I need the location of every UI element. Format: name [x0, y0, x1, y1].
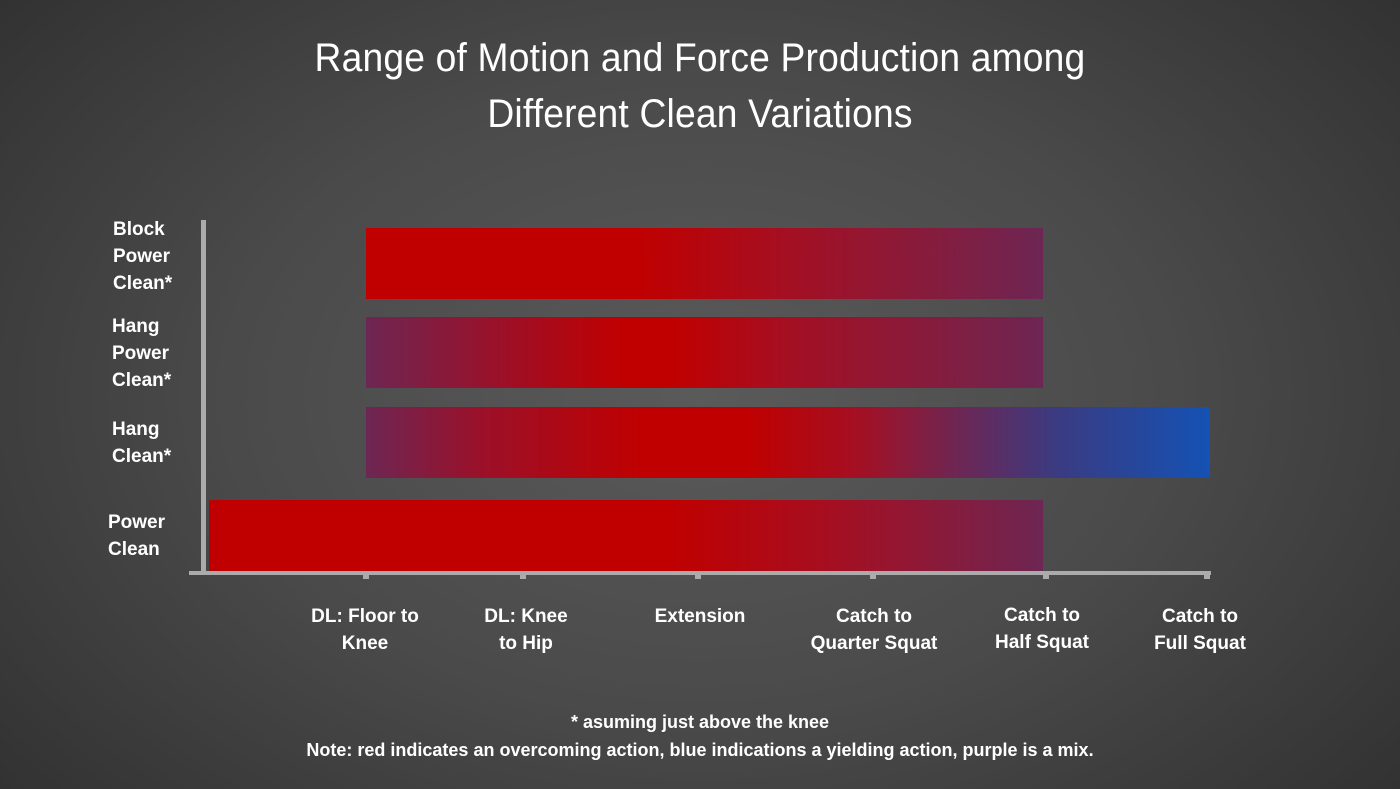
- y-label-line: Block: [113, 219, 165, 240]
- chart-title: Range of Motion and Force Production amo…: [49, 30, 1351, 142]
- y-label-line: Power: [108, 512, 166, 533]
- bar-power-clean: [209, 500, 1043, 571]
- y-label-line: Power: [113, 246, 171, 267]
- y-label-line: Clean*: [112, 370, 172, 391]
- footnote-color-note: Note: red indicates an overcoming action…: [306, 740, 1094, 760]
- x-label-knee-to-hip: DL: Knee to Hip: [441, 603, 611, 657]
- x-label-line: DL: Knee: [484, 606, 568, 627]
- x-label-half-squat: Catch to Half Squat: [957, 602, 1127, 656]
- y-label-line: Clean*: [113, 273, 173, 294]
- x-label-floor-to-knee: DL: Floor to Knee: [280, 603, 450, 657]
- x-label-full-squat: Catch to Full Squat: [1115, 603, 1285, 657]
- x-label-line: Full Squat: [1154, 633, 1246, 654]
- chart-title-line-2: Different Clean Variations: [487, 92, 913, 136]
- x-tick: [1204, 573, 1210, 579]
- footnote-asterisk: * asuming just above the knee: [570, 712, 830, 732]
- x-label-line: Catch to: [836, 606, 912, 627]
- x-label-line: Catch to: [1004, 605, 1080, 626]
- x-tick: [363, 573, 369, 579]
- y-label-power-clean: Power Clean: [108, 509, 165, 563]
- y-label-block-power-clean: Block Power Clean*: [113, 216, 172, 297]
- x-tick: [870, 573, 876, 579]
- x-label-extension: Extension: [615, 603, 785, 630]
- y-axis-line: [201, 220, 206, 574]
- y-label-hang-power-clean: Hang Power Clean*: [112, 313, 171, 394]
- x-label-line: DL: Floor to: [311, 606, 419, 627]
- bar-hang-clean: [366, 407, 1210, 478]
- bar-hang-power-clean: [366, 317, 1043, 388]
- x-label-line: Half Squat: [995, 632, 1089, 653]
- x-tick: [1043, 573, 1049, 579]
- y-label-line: Hang: [112, 316, 160, 337]
- x-label-quarter-squat: Catch to Quarter Squat: [789, 603, 959, 657]
- y-label-line: Clean*: [112, 446, 172, 467]
- chart-title-line-1: Range of Motion and Force Production amo…: [314, 36, 1086, 80]
- x-tick: [520, 573, 526, 579]
- bar-block-power-clean: [366, 228, 1043, 299]
- x-label-line: Quarter Squat: [810, 633, 938, 654]
- x-label-line: Extension: [654, 606, 746, 627]
- x-label-line: Knee: [341, 633, 389, 654]
- x-tick: [695, 573, 701, 579]
- y-label-line: Hang: [112, 419, 160, 440]
- y-label-line: Clean: [108, 539, 160, 560]
- y-label-hang-clean: Hang Clean*: [112, 416, 171, 470]
- x-label-line: Catch to: [1162, 606, 1238, 627]
- x-label-line: to Hip: [499, 633, 553, 654]
- y-label-line: Power: [112, 343, 170, 364]
